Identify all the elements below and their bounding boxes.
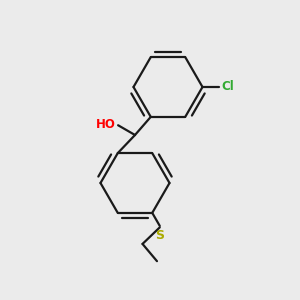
Text: Cl: Cl bbox=[221, 80, 234, 94]
Text: HO: HO bbox=[96, 118, 116, 131]
Text: S: S bbox=[155, 230, 164, 242]
